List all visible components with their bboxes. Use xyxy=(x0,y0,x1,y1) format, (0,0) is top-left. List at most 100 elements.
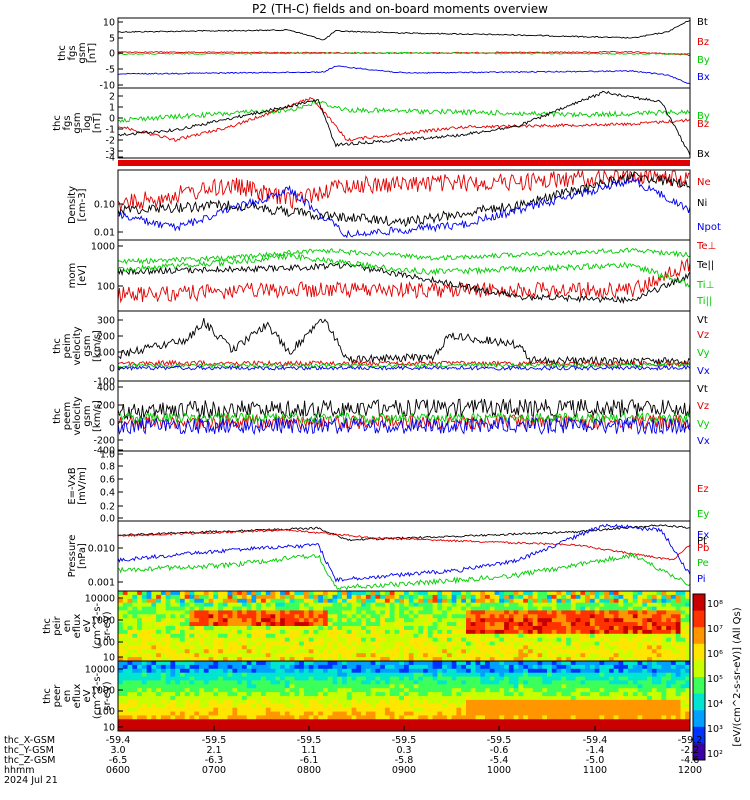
spectrogram-cell xyxy=(127,598,133,604)
spectrogram-cell xyxy=(675,594,681,600)
spectrogram-cell xyxy=(523,606,529,611)
spectrogram-cell xyxy=(184,696,190,701)
spectrogram-cell xyxy=(246,618,252,623)
spectrogram-cell xyxy=(256,672,262,678)
spectrogram-cell xyxy=(656,626,662,631)
spectrogram-cell xyxy=(275,645,281,650)
spectrogram-cell xyxy=(213,715,219,720)
spectrogram-cell xyxy=(623,711,629,716)
spectrogram-cell xyxy=(446,637,453,643)
spectrogram-cell xyxy=(399,653,405,658)
spectrogram-cell xyxy=(342,649,348,654)
spectrogram-cell xyxy=(680,626,686,631)
spectrogram-cell xyxy=(427,633,434,639)
spectrogram-cell xyxy=(146,637,152,643)
spectrogram-cell xyxy=(466,645,472,650)
spectrogram-cell xyxy=(232,633,238,639)
spectrogram-cell xyxy=(651,657,658,662)
spectrogram-cell xyxy=(184,591,190,596)
spectrogram-cell xyxy=(547,664,553,670)
spectrogram-cell xyxy=(137,719,143,724)
spectrogram-cell xyxy=(141,649,148,654)
spectrogram-cell xyxy=(399,676,405,681)
spectrogram-cell xyxy=(356,606,362,611)
spectrogram-cell xyxy=(494,664,500,670)
spectrogram-cell xyxy=(146,661,152,666)
spectrogram-cell xyxy=(637,688,643,693)
spectrogram-cell xyxy=(170,684,176,689)
spectrogram-cell xyxy=(475,661,481,666)
legend-entry: Ey xyxy=(697,509,709,520)
spectrogram-cell xyxy=(160,618,167,623)
spectrogram-cell xyxy=(323,591,329,596)
spectrogram-cell xyxy=(480,703,486,709)
spectrogram-cell xyxy=(132,727,138,732)
spectrogram-cell xyxy=(656,715,662,720)
spectrogram-cell xyxy=(575,626,581,631)
spectrogram-cell xyxy=(232,672,238,678)
x-tick-label: -59.5 xyxy=(487,735,512,746)
spectrogram-cell xyxy=(404,711,410,716)
spectrogram-cell xyxy=(180,696,186,701)
spectrogram-cell xyxy=(184,711,190,716)
spectrogram-cell xyxy=(361,602,367,608)
spectrogram-cell xyxy=(308,645,314,650)
spectrogram-cell xyxy=(132,610,138,615)
spectrogram-cell xyxy=(332,727,338,732)
spectrogram-cell xyxy=(556,591,562,596)
spectrogram-cell xyxy=(680,657,686,662)
spectrogram-cell xyxy=(227,696,233,701)
spectrogram-cell xyxy=(199,684,205,689)
spectrogram-cell xyxy=(346,668,353,674)
spectrogram-cell xyxy=(261,719,267,724)
spectrogram-cell xyxy=(261,657,267,662)
spectrogram-cell xyxy=(466,672,472,678)
spectrogram-cell xyxy=(227,653,233,658)
spectrogram-cell xyxy=(399,719,405,724)
spectrogram-cell xyxy=(685,602,691,608)
spectrogram-cell xyxy=(137,727,143,732)
spectrogram-cell xyxy=(494,684,500,689)
spectrogram-cell xyxy=(470,668,476,674)
series-line-bt xyxy=(117,19,691,41)
spectrogram-cell xyxy=(656,618,662,623)
spectrogram-cell xyxy=(175,626,181,631)
spectrogram-cell xyxy=(647,664,653,670)
spectrogram-cell xyxy=(203,692,210,697)
spectrogram-cell xyxy=(222,661,229,666)
spectrogram-cell xyxy=(446,727,453,732)
spectrogram-cell xyxy=(184,680,190,685)
spectrogram-cell xyxy=(527,598,534,604)
spectrogram-cell xyxy=(451,703,457,709)
spectrogram-cell xyxy=(618,715,624,720)
spectrogram-cell xyxy=(389,610,395,615)
spectrogram-cell xyxy=(160,661,167,666)
spectrogram-cell xyxy=(489,637,496,643)
spectrogram-cell xyxy=(346,633,353,639)
spectrogram-cell xyxy=(485,661,491,666)
spectrogram-cell xyxy=(585,598,591,604)
spectrogram-cell xyxy=(523,598,529,604)
spectrogram-cell xyxy=(351,692,357,697)
spectrogram-cell xyxy=(637,719,643,724)
spectrogram-cell xyxy=(527,661,534,666)
spectrogram-cell xyxy=(184,723,190,728)
spectrogram-cell xyxy=(661,707,667,713)
spectrogram-cell xyxy=(156,688,162,693)
spectrogram-cell xyxy=(661,591,667,596)
spectrogram-cell xyxy=(566,684,572,689)
spectrogram-cell xyxy=(480,602,486,608)
spectrogram-cell xyxy=(518,610,524,615)
spectrogram-cell xyxy=(232,703,238,709)
spectrogram-cell xyxy=(189,688,195,693)
spectrogram-cell xyxy=(170,664,176,670)
spectrogram-cell xyxy=(418,668,424,674)
spectrogram-cell xyxy=(361,676,367,681)
spectrogram-cell xyxy=(594,680,600,685)
spectrogram-cell xyxy=(527,692,534,697)
legend-entry: Te⊥ xyxy=(696,241,716,252)
spectrogram-cell xyxy=(323,680,329,685)
spectrogram-cell xyxy=(494,657,500,662)
spectrogram-cell xyxy=(504,684,510,689)
spectrogram-cell xyxy=(456,676,462,681)
